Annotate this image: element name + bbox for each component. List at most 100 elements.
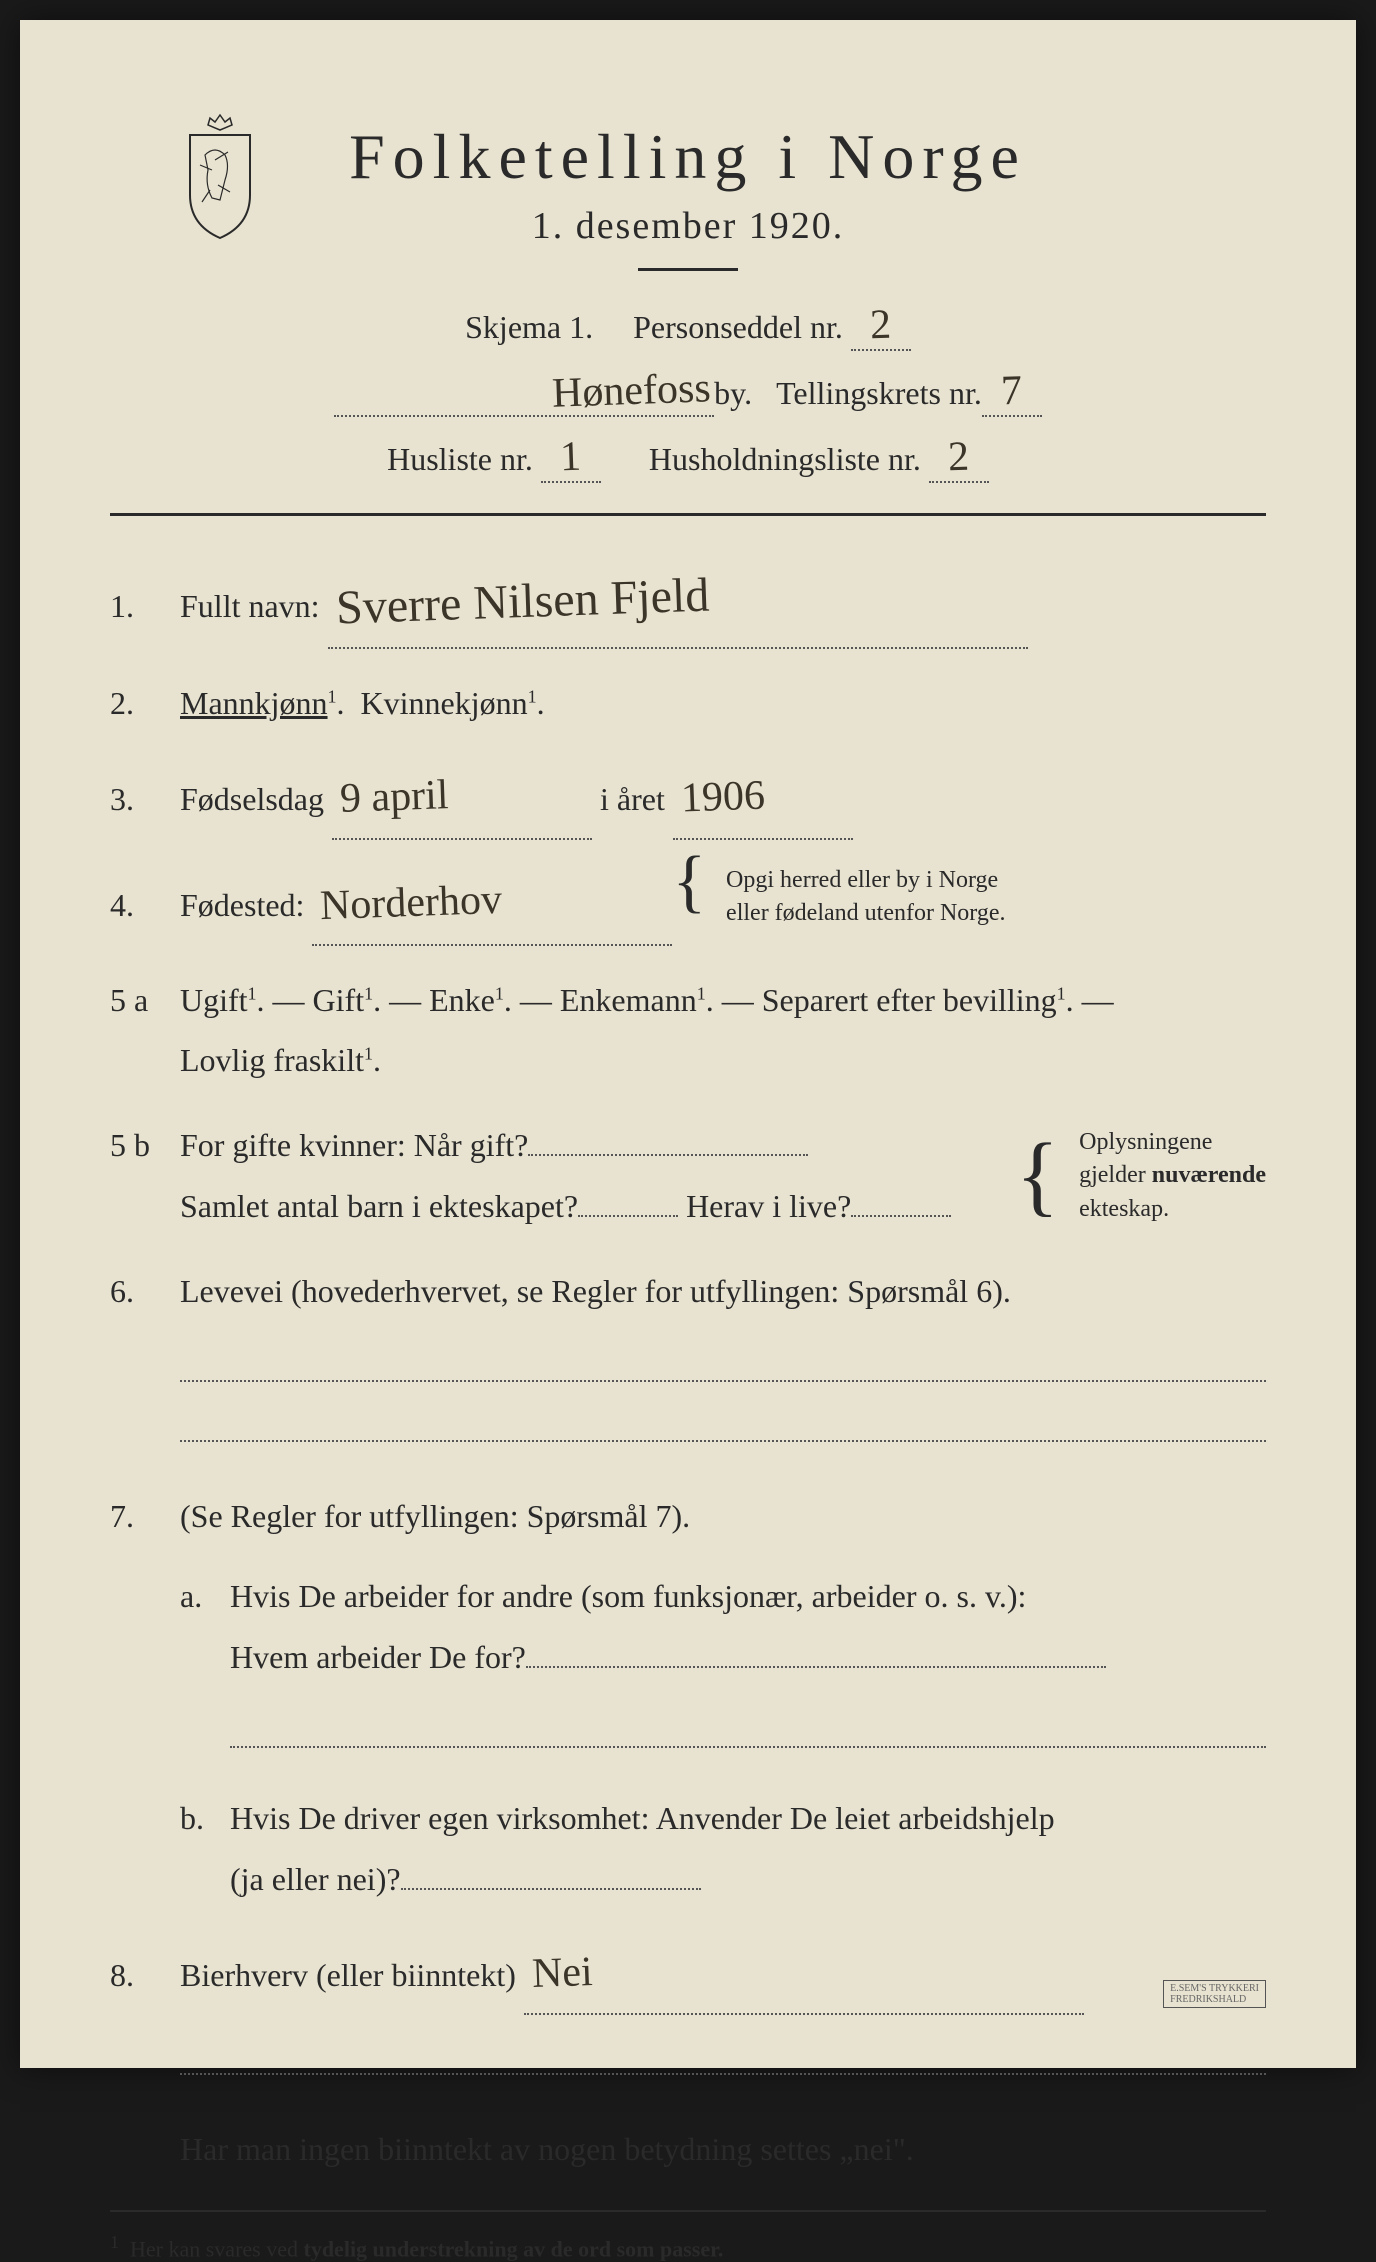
- husliste-value: 1: [560, 433, 583, 482]
- q3-day-field: 9 april: [332, 758, 592, 840]
- q7-num: 7.: [110, 1486, 180, 1547]
- husliste-label: Husliste nr.: [387, 441, 533, 477]
- q8-line: [180, 2035, 1266, 2075]
- tellingskrets-value: 7: [1000, 367, 1023, 416]
- q5a-fraskilt: Lovlig fraskilt: [180, 1042, 364, 1078]
- q5a-gift: Gift: [313, 982, 365, 1018]
- city-suffix: by.: [714, 375, 752, 412]
- q3-row: 3. Fødselsdag 9 april i året 1906: [110, 758, 1266, 840]
- q2-sup2: 1: [528, 687, 537, 707]
- skjema-label: Skjema 1.: [465, 309, 593, 345]
- q5b-label2: Samlet antal barn i ekteskapet?: [180, 1188, 578, 1224]
- q5a-row: 5 a Ugift1. — Gift1. — Enke1. — Enkemann…: [110, 970, 1266, 1092]
- q7-content: (Se Regler for utfyllingen: Spørsmål 7).…: [180, 1486, 1266, 1910]
- city-row: Hønefossby. Tellingskrets nr. 7: [110, 367, 1266, 417]
- q3-year-field: 1906: [673, 758, 853, 840]
- q4-row: 4. Fødested: Norderhov { Opgi herred ell…: [110, 864, 1266, 946]
- q5b-note: Oplysningene gjelder nuværende ekteskap.: [1079, 1126, 1266, 1227]
- personseddel-label: Personseddel nr.: [633, 309, 843, 345]
- q4-note2: eller fødeland utenfor Norge.: [726, 900, 1005, 926]
- q4-num: 4.: [110, 875, 180, 936]
- tellingskrets-field: 7: [982, 367, 1042, 417]
- printer-stamp: E.SEM'S TRYKKERI FREDRIKSHALD: [1163, 1980, 1266, 2008]
- city-value: Hønefoss: [551, 364, 711, 418]
- q2-mann: Mannkjønn: [180, 685, 328, 721]
- footnote-row: 1 Her kan svares ved tydelig understrekn…: [110, 2232, 1266, 2262]
- q4-brace-icon: {: [672, 864, 706, 899]
- q5b-note1: Oplysningene: [1079, 1129, 1212, 1155]
- q6-num: 6.: [110, 1261, 180, 1322]
- q3-num: 3.: [110, 769, 180, 830]
- q5b-note3: ekteskap.: [1079, 1196, 1169, 1222]
- q5b-label1: For gifte kvinner: Når gift?: [180, 1127, 528, 1163]
- q8-value: Nei: [531, 1933, 594, 2015]
- title-divider: [638, 268, 738, 271]
- coat-of-arms-icon: [170, 110, 270, 240]
- husholdning-field: 2: [929, 433, 989, 483]
- q6-line1: [180, 1342, 1266, 1382]
- subtitle-date: 1. desember 1920.: [110, 204, 1266, 248]
- q7-row: 7. (Se Regler for utfyllingen: Spørsmål …: [110, 1486, 1266, 1910]
- husliste-field: 1: [541, 433, 601, 483]
- city-field: Hønefoss: [334, 367, 714, 417]
- q5b-field2: [578, 1215, 678, 1217]
- q7b-text1: Hvis De driver egen virksomhet: Anvender…: [230, 1800, 1055, 1836]
- footnote-num: 1: [110, 2232, 119, 2252]
- personseddel-value: 2: [870, 301, 893, 350]
- q5a-separert: Separert efter bevilling: [762, 982, 1057, 1018]
- footer-divider: [110, 2210, 1266, 2212]
- q3-label: Fødselsdag: [180, 781, 324, 817]
- q5a-ugift: Ugift: [180, 982, 248, 1018]
- q3-year: 1906: [679, 757, 766, 840]
- q8-content: Bierhverv (eller biinntekt) Nei: [180, 1934, 1266, 2096]
- stamp-line1: E.SEM'S TRYKKERI: [1170, 1983, 1259, 1994]
- q4-label: Fødested:: [180, 887, 304, 923]
- q5b-label3: Herav i live?: [686, 1188, 851, 1224]
- q5b-field1: [528, 1154, 808, 1156]
- form-body: 1. Fullt navn: Sverre Nilsen Fjeld 2. Ma…: [110, 556, 1266, 2180]
- q6-line2: [180, 1402, 1266, 1442]
- q1-num: 1.: [110, 576, 180, 637]
- shield-svg: [170, 110, 270, 240]
- skjema-row: Skjema 1. Personseddel nr. 2: [110, 301, 1266, 351]
- header-divider: [110, 513, 1266, 516]
- q5b-row: 5 b For gifte kvinner: Når gift? Samlet …: [110, 1115, 1266, 1237]
- q5b-field3: [851, 1215, 951, 1217]
- main-title: Folketelling i Norge: [110, 120, 1266, 194]
- q1-row: 1. Fullt navn: Sverre Nilsen Fjeld: [110, 556, 1266, 649]
- q7b-text2: (ja eller nei)?: [230, 1861, 401, 1897]
- footnote-text: Her kan svares ved tydelig understreknin…: [130, 2236, 723, 2261]
- q3-day: 9 april: [339, 756, 450, 840]
- footer-note: Har man ingen biinntekt av nogen betydni…: [180, 2131, 914, 2167]
- q5b-num: 5 b: [110, 1115, 180, 1176]
- q7a-text1: Hvis De arbeider for andre (som funksjon…: [230, 1578, 1026, 1614]
- q8-field: Nei: [524, 1934, 1084, 2016]
- q7b-field: [401, 1888, 701, 1890]
- census-form-page: Folketelling i Norge 1. desember 1920. S…: [20, 20, 1356, 2068]
- q7b-label: b.: [180, 1788, 230, 1910]
- q4-content: Fødested: Norderhov { Opgi herred eller …: [180, 864, 1266, 946]
- tellingskrets-label: Tellingskrets nr.: [776, 375, 982, 412]
- q5a-enke: Enke: [429, 982, 495, 1018]
- husholdning-value: 2: [948, 433, 971, 482]
- footer-note-row: Har man ingen biinntekt av nogen betydni…: [180, 2119, 1266, 2180]
- q5a-num: 5 a: [110, 970, 180, 1031]
- q2-sup1: 1: [328, 687, 337, 707]
- q4-field: Norderhov: [312, 864, 672, 946]
- q2-kvinne: Kvinnekjønn: [361, 685, 528, 721]
- q1-field: Sverre Nilsen Fjeld: [328, 556, 1028, 649]
- q5a-enkemann: Enkemann: [560, 982, 697, 1018]
- q4-note: Opgi herred eller by i Norge eller fødel…: [726, 864, 1005, 931]
- q2-num: 2.: [110, 673, 180, 734]
- q5b-content: For gifte kvinner: Når gift? Samlet anta…: [180, 1115, 1266, 1237]
- q4-note1: Opgi herred eller by i Norge: [726, 867, 998, 893]
- q3-content: Fødselsdag 9 april i året 1906: [180, 758, 1266, 840]
- q7a-line: [230, 1708, 1266, 1748]
- q8-label: Bierhverv (eller biinntekt): [180, 1957, 516, 1993]
- q7-label: (Se Regler for utfyllingen: Spørsmål 7).: [180, 1498, 690, 1534]
- q4-value: Norderhov: [319, 861, 504, 947]
- q5b-brace-icon: {: [1016, 1153, 1059, 1198]
- q2-content: Mannkjønn1. Kvinnekjønn1.: [180, 673, 1266, 734]
- q5b-note2: gjelder nuværende: [1079, 1162, 1266, 1188]
- q8-row: 8. Bierhverv (eller biinntekt) Nei: [110, 1934, 1266, 2096]
